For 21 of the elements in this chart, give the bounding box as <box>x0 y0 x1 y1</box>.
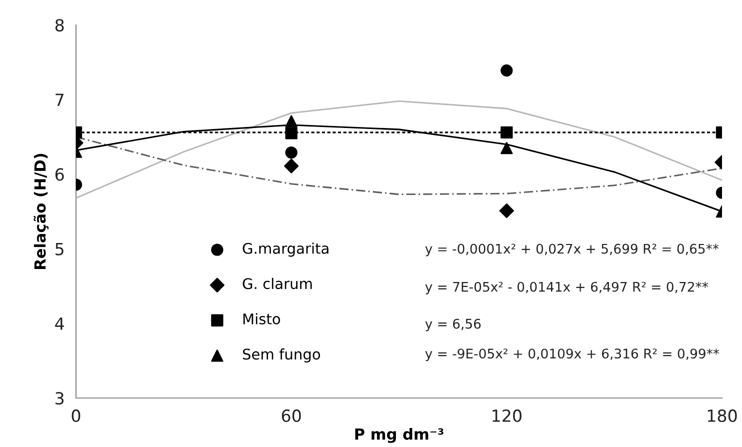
x-tick-label: 120 <box>492 409 522 422</box>
legend-label: Sem fungo <box>242 348 320 362</box>
annotation: y = 6,56 <box>425 318 481 332</box>
legend-label: G.margarita <box>242 242 328 257</box>
x-axis-title: P mg dm⁻³ <box>355 428 444 443</box>
y-tick-label: 8 <box>55 18 64 32</box>
legend-label: G. clarum <box>242 278 312 290</box>
y-tick-label: 6 <box>55 168 64 181</box>
y-tick-label: 3 <box>56 392 64 405</box>
y-tick-label: 4 <box>55 318 64 330</box>
x-tick-label: 0 <box>72 409 80 422</box>
y-axis-title: Relação (H/D) <box>34 154 49 270</box>
legend-label: Misto <box>243 313 280 324</box>
line-series <box>76 100 722 199</box>
y-tick-label: 5 <box>56 242 64 256</box>
x-tick-label: 180 <box>708 409 737 422</box>
y-tick-label: 7 <box>56 94 64 106</box>
annotation: y = -0,0001x² + 0,027x + 5,699 R² = 0,65** <box>425 244 719 256</box>
annotation: y = -9E-05x² + 0,0109x + 6,316 R² = 0,99** <box>425 348 720 362</box>
annotation: y = 7E-05x² - 0,0141x + 6,497 R² = 0,72** <box>425 282 708 294</box>
x-tick-label: 60 <box>282 409 301 422</box>
